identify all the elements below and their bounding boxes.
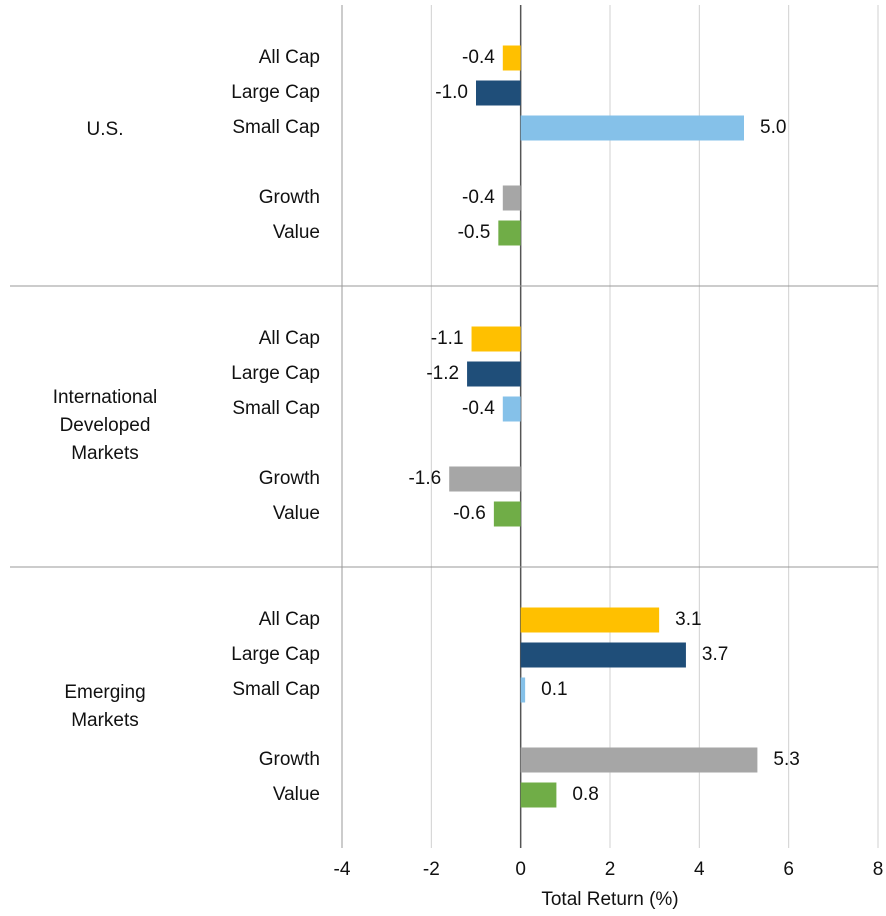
group-label: International Developed Markets bbox=[52, 387, 158, 464]
bar bbox=[449, 466, 521, 492]
category-label: Growth bbox=[259, 749, 320, 770]
x-tick-label: 4 bbox=[694, 859, 705, 880]
value-label: 0.1 bbox=[541, 679, 567, 700]
bar bbox=[502, 185, 521, 211]
bar bbox=[498, 220, 521, 246]
x-axis-label: Total Return (%) bbox=[541, 889, 678, 910]
category-label: Value bbox=[273, 503, 320, 524]
bar bbox=[520, 115, 744, 141]
bar bbox=[493, 501, 521, 527]
value-label: -0.4 bbox=[462, 47, 495, 68]
category-label: Large Cap bbox=[231, 363, 320, 384]
x-tick-label: 0 bbox=[515, 859, 526, 880]
x-tick-label: -2 bbox=[423, 859, 440, 880]
value-label: 3.1 bbox=[675, 609, 701, 630]
category-label: Small Cap bbox=[232, 398, 320, 419]
value-label: -1.2 bbox=[426, 363, 459, 384]
bar bbox=[520, 747, 758, 773]
x-tick-label: 6 bbox=[783, 859, 794, 880]
bar bbox=[467, 361, 521, 387]
category-label: Value bbox=[273, 222, 320, 243]
bar bbox=[502, 45, 521, 71]
bar bbox=[520, 642, 686, 668]
value-label: -0.5 bbox=[458, 222, 491, 243]
category-label: Growth bbox=[259, 187, 320, 208]
value-label: 0.8 bbox=[572, 784, 598, 805]
x-tick-label: -4 bbox=[334, 859, 351, 880]
bar bbox=[520, 607, 660, 633]
group-label: U.S. bbox=[86, 119, 124, 140]
category-label: All Cap bbox=[259, 47, 320, 68]
bar bbox=[476, 80, 521, 106]
bar bbox=[520, 677, 526, 703]
value-label: -1.0 bbox=[435, 82, 468, 103]
group-label: Emerging Markets bbox=[64, 682, 146, 731]
bar bbox=[520, 782, 557, 808]
value-label: -1.1 bbox=[431, 328, 464, 349]
value-label: 3.7 bbox=[702, 644, 728, 665]
category-label: Growth bbox=[259, 468, 320, 489]
value-label: -1.6 bbox=[408, 468, 441, 489]
value-label: 5.3 bbox=[773, 749, 799, 770]
category-label: Small Cap bbox=[232, 679, 320, 700]
value-label: -0.4 bbox=[462, 398, 495, 419]
category-label: Value bbox=[273, 784, 320, 805]
value-label: -0.6 bbox=[453, 503, 486, 524]
category-label: All Cap bbox=[259, 328, 320, 349]
category-label: All Cap bbox=[259, 609, 320, 630]
bar bbox=[471, 326, 521, 352]
category-label: Large Cap bbox=[231, 644, 320, 665]
bar bbox=[502, 396, 521, 422]
x-tick-label: 8 bbox=[873, 859, 884, 880]
x-tick-label: 2 bbox=[605, 859, 616, 880]
category-label: Small Cap bbox=[232, 117, 320, 138]
value-label: -0.4 bbox=[462, 187, 495, 208]
value-label: 5.0 bbox=[760, 117, 786, 138]
category-label: Large Cap bbox=[231, 82, 320, 103]
